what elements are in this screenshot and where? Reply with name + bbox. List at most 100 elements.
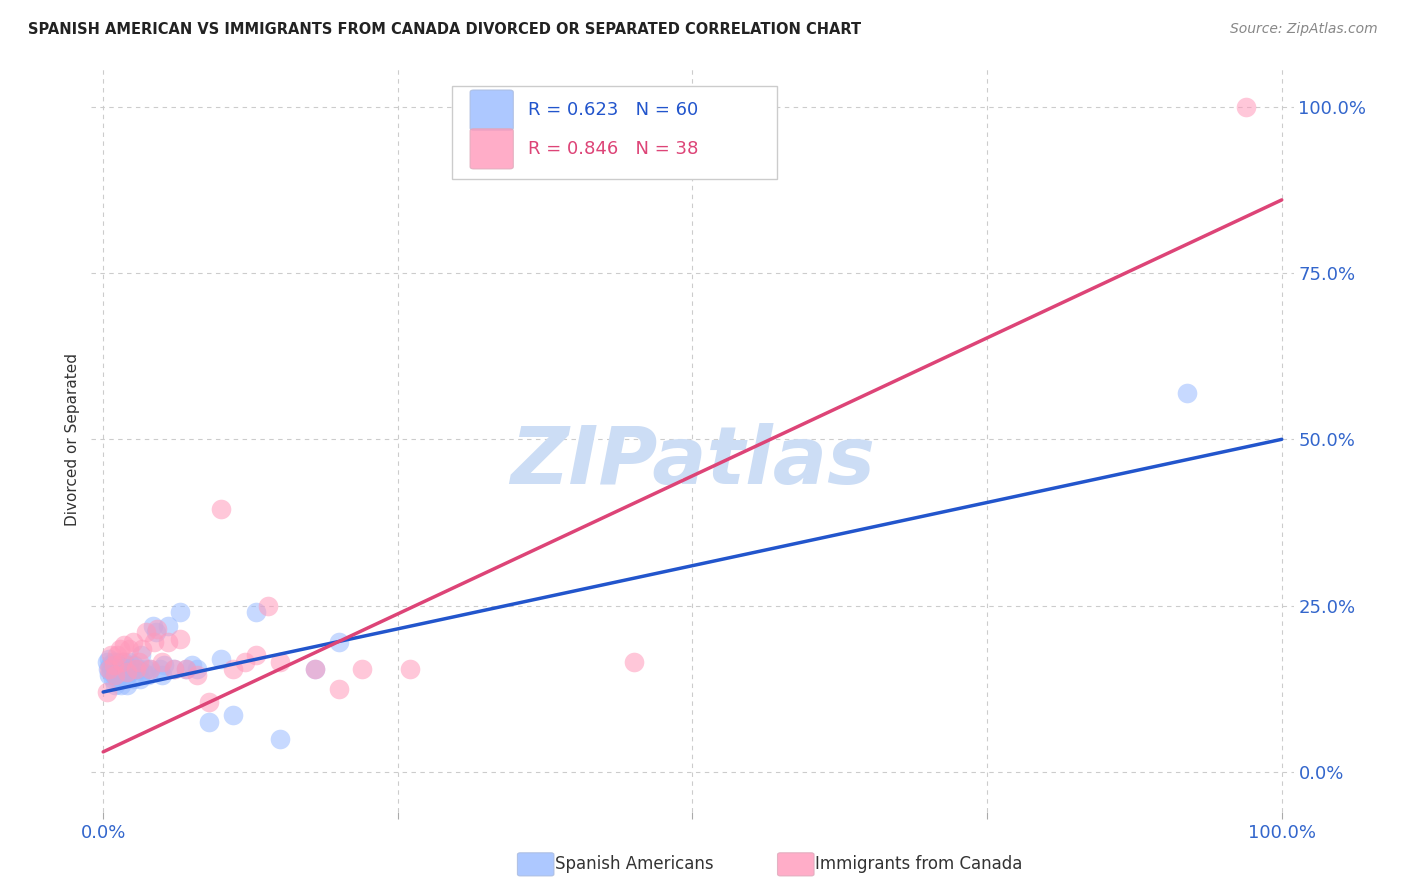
Point xyxy=(98,658,121,673)
Point xyxy=(163,662,186,676)
Point xyxy=(117,662,139,676)
Point xyxy=(110,665,132,679)
Point xyxy=(98,668,121,682)
Point xyxy=(110,678,132,692)
Point xyxy=(105,648,128,663)
Point xyxy=(186,662,208,676)
Text: Source: ZipAtlas.com: Source: ZipAtlas.com xyxy=(1230,22,1378,37)
Point xyxy=(174,662,197,676)
Point xyxy=(233,655,256,669)
Point xyxy=(112,662,135,676)
Text: SPANISH AMERICAN VS IMMIGRANTS FROM CANADA DIVORCED OR SEPARATED CORRELATION CHA: SPANISH AMERICAN VS IMMIGRANTS FROM CANA… xyxy=(28,22,862,37)
Point xyxy=(121,635,143,649)
Point xyxy=(122,658,145,673)
Point xyxy=(101,672,124,686)
Point xyxy=(115,665,138,679)
Point xyxy=(98,652,121,666)
Point xyxy=(135,662,157,676)
FancyBboxPatch shape xyxy=(451,86,776,178)
Point xyxy=(128,662,150,676)
Point xyxy=(125,662,148,676)
Y-axis label: Divorced or Separated: Divorced or Separated xyxy=(65,353,80,525)
Point xyxy=(269,655,291,669)
Point xyxy=(114,658,136,673)
FancyBboxPatch shape xyxy=(470,128,513,169)
Point xyxy=(146,622,169,636)
Point xyxy=(112,639,135,653)
Point xyxy=(209,652,232,666)
Point xyxy=(115,678,138,692)
Point xyxy=(153,658,176,673)
Point xyxy=(97,662,120,676)
Point xyxy=(105,655,128,669)
Point xyxy=(209,502,232,516)
Point xyxy=(352,662,374,676)
Point xyxy=(139,662,162,676)
Point xyxy=(115,668,138,682)
Point xyxy=(142,618,165,632)
Point xyxy=(104,662,127,676)
Point xyxy=(96,685,118,699)
Point xyxy=(107,665,129,679)
Point xyxy=(145,625,167,640)
Point xyxy=(186,668,208,682)
Point xyxy=(121,672,143,686)
Point xyxy=(118,641,141,656)
Point xyxy=(150,668,173,682)
Point xyxy=(169,605,191,619)
Point xyxy=(112,665,135,679)
Point xyxy=(245,648,267,663)
Point xyxy=(1177,385,1199,400)
Point xyxy=(100,648,122,663)
Point xyxy=(105,672,128,686)
FancyBboxPatch shape xyxy=(470,90,513,130)
Text: R = 0.623   N = 60: R = 0.623 N = 60 xyxy=(527,101,697,120)
Point xyxy=(128,655,150,669)
Point xyxy=(304,662,326,676)
Point xyxy=(139,662,162,676)
Point xyxy=(150,655,173,669)
Text: Immigrants from Canada: Immigrants from Canada xyxy=(815,855,1022,873)
Point xyxy=(163,662,186,676)
Point xyxy=(149,662,172,676)
Point xyxy=(103,658,125,673)
Point xyxy=(245,605,267,619)
Point xyxy=(118,655,141,669)
Point xyxy=(142,635,165,649)
Point xyxy=(104,668,127,682)
Point xyxy=(623,655,645,669)
Point xyxy=(103,665,125,679)
Point xyxy=(111,655,134,669)
Point xyxy=(112,655,135,669)
Point xyxy=(135,625,157,640)
Point xyxy=(125,662,148,676)
Point xyxy=(269,731,291,746)
Point xyxy=(328,635,350,649)
Point xyxy=(108,641,131,656)
Point xyxy=(101,655,124,669)
Point xyxy=(398,662,420,676)
Point xyxy=(96,655,118,669)
Text: ZIPatlas: ZIPatlas xyxy=(510,423,875,500)
Point xyxy=(304,662,326,676)
Point xyxy=(198,714,221,729)
Point xyxy=(328,681,350,696)
Point xyxy=(100,662,122,676)
Point xyxy=(104,678,127,692)
Point xyxy=(129,648,152,663)
Point xyxy=(108,662,131,676)
Point xyxy=(98,662,121,676)
Text: R = 0.846   N = 38: R = 0.846 N = 38 xyxy=(527,140,699,158)
Text: Spanish Americans: Spanish Americans xyxy=(555,855,714,873)
Point xyxy=(111,668,134,682)
Point xyxy=(100,665,122,679)
Point xyxy=(132,665,155,679)
Point xyxy=(156,618,179,632)
Point xyxy=(120,665,142,679)
Point xyxy=(222,708,245,723)
Point xyxy=(131,641,153,656)
Point xyxy=(128,672,150,686)
Point xyxy=(103,658,125,673)
Point xyxy=(169,632,191,646)
Point xyxy=(198,695,221,709)
